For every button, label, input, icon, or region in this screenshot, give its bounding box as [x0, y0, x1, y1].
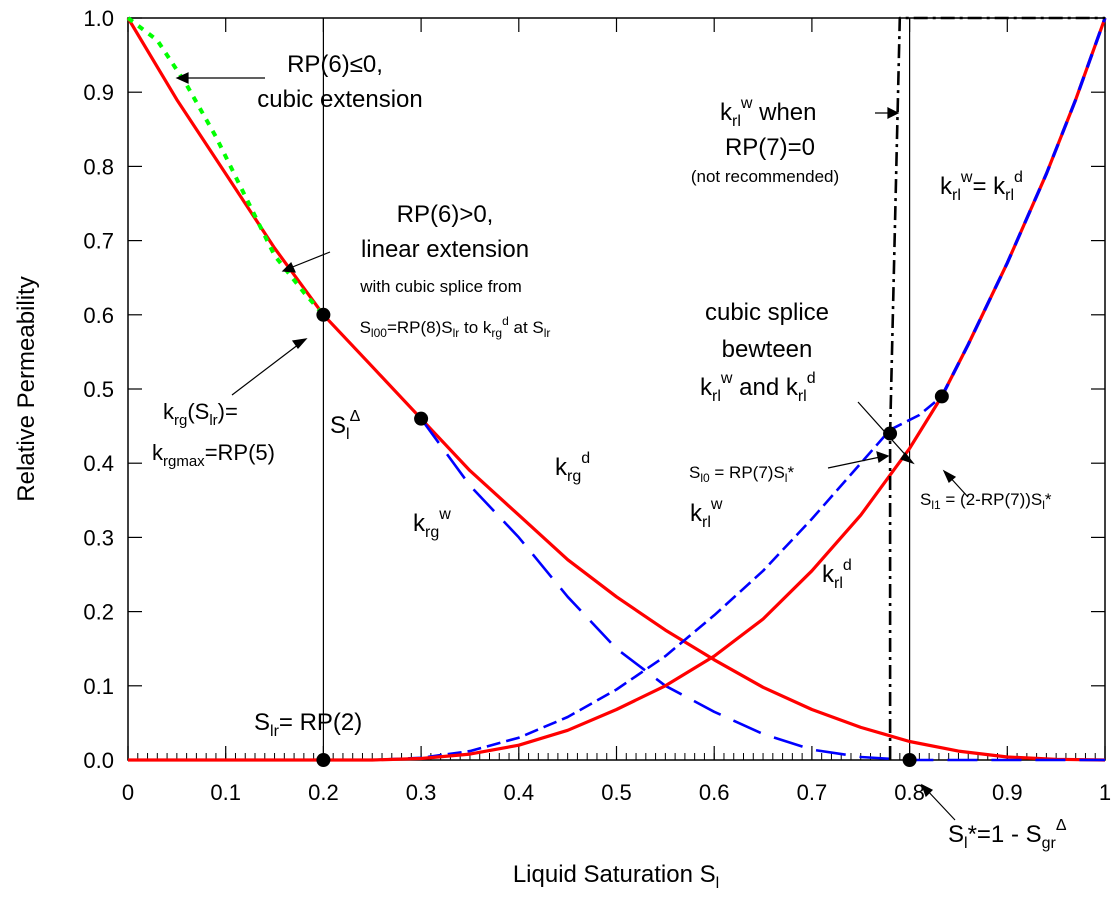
major-ticks — [127, 17, 1106, 761]
series-black-dash-dot-line — [888, 16, 1105, 760]
data-point-marker — [414, 411, 429, 426]
x-tick-label: 0.3 — [406, 780, 437, 805]
annotation-rp6-le0-line2: cubic extension — [257, 86, 422, 113]
series-blue-dash-overlay-line — [940, 17, 1107, 398]
series-red-solid-line — [940, 17, 1107, 398]
series-layer — [126, 16, 1107, 762]
y-tick-label: 0.5 — [83, 377, 114, 402]
data-point-marker — [902, 753, 917, 767]
x-tick-label: 0.1 — [210, 780, 241, 805]
annotation-cubic-splice-line3: krlw and krld — [700, 370, 816, 405]
y-tick-label: 0.1 — [83, 674, 114, 699]
label-krg-w: krgw — [413, 506, 451, 541]
vertical-reference-lines — [322, 18, 911, 760]
label-krl-d: krld — [822, 557, 852, 592]
annotation-arrows — [175, 72, 969, 821]
points-layer — [316, 307, 949, 767]
series-red-solid-line — [126, 17, 1106, 762]
data-point-marker — [316, 753, 331, 767]
annotation-cubic-splice-line1: cubic splice — [705, 299, 829, 326]
annotation-not-recommended: (not recommended) — [691, 167, 839, 186]
y-tick-label: 0.6 — [83, 303, 114, 328]
y-tick-label: 1.0 — [83, 6, 114, 31]
x-tick-label: 1 — [1099, 780, 1111, 805]
label-krg-d: krgd — [555, 450, 590, 485]
x-axis-title: Liquid Saturation Sl — [513, 861, 719, 892]
plot-frame — [127, 17, 1106, 761]
y-tick-label: 0.8 — [83, 154, 114, 179]
x-tick-label: 0.9 — [992, 780, 1023, 805]
x-tick-label: 0 — [122, 780, 134, 805]
annotation-splice-line2: Sl00=RP(8)Slr to krgd at Slr — [360, 314, 551, 340]
annotation-rp6-gt0-line2: linear extension — [361, 236, 529, 263]
y-axis-title: Relative Permeability — [13, 276, 40, 501]
data-point-marker — [883, 426, 898, 441]
series-red-solid-line — [128, 395, 944, 762]
label-krl-w: krlw — [690, 496, 723, 531]
x-tick-label: 0.8 — [894, 780, 925, 805]
annotations: RP(6)≤0, cubic extension RP(6)>0, linear… — [152, 51, 1067, 852]
y-tick-label: 0.7 — [83, 229, 114, 254]
annotation-sl1: Sl1 = (2-RP(7))Sl* — [920, 490, 1052, 512]
y-tick-label: 0.3 — [83, 525, 114, 550]
annotation-rp6-gt0-line1: RP(6)>0, — [397, 201, 494, 228]
annotation-rp6-le0-line1: RP(6)≤0, — [287, 51, 383, 78]
annotation-splice-line1: with cubic splice from — [359, 277, 522, 296]
annotation-sl-delta: SlΔ — [330, 408, 361, 443]
annotation-krg-slr: krg(Slr)= — [163, 399, 238, 429]
data-point-marker — [934, 389, 949, 404]
series-green-dotted-line — [126, 16, 325, 317]
x-tick-label: 0.5 — [601, 780, 632, 805]
y-tick-labels: 0.0 0.1 0.2 0.3 0.4 0.5 0.6 0.7 0.8 0.9 1.0 — [83, 6, 114, 773]
annotation-krgmax: krgmax=RP(5) — [152, 440, 275, 470]
annotation-slstar: Sl*=1 - SgrΔ — [948, 817, 1067, 852]
annotation-krlw-eq-krld: krlw= krld — [940, 169, 1023, 204]
x-tick-label: 0.6 — [699, 780, 730, 805]
y-tick-label: 0.2 — [83, 600, 114, 625]
annotation-slr: Slr= RP(2) — [254, 709, 362, 740]
data-point-marker — [316, 307, 331, 322]
x-tick-labels: 0 0.1 0.2 0.3 0.4 0.5 0.6 0.7 0.8 0.9 1 — [122, 780, 1111, 805]
annotation-krlw-when: krlw when — [720, 95, 817, 130]
y-tick-label: 0.0 — [83, 748, 114, 773]
x-tick-label: 0.2 — [308, 780, 339, 805]
annotation-cubic-splice-line2: bewteen — [722, 336, 813, 363]
y-tick-label: 0.9 — [83, 80, 114, 105]
x-tick-label: 0.4 — [504, 780, 535, 805]
annotation-rp7-zero: RP(7)=0 — [725, 134, 815, 161]
annotation-sl0: Sl0 = RP(7)Sl* — [689, 463, 794, 485]
x-tick-label: 0.7 — [797, 780, 828, 805]
y-tick-label: 0.4 — [83, 451, 114, 476]
